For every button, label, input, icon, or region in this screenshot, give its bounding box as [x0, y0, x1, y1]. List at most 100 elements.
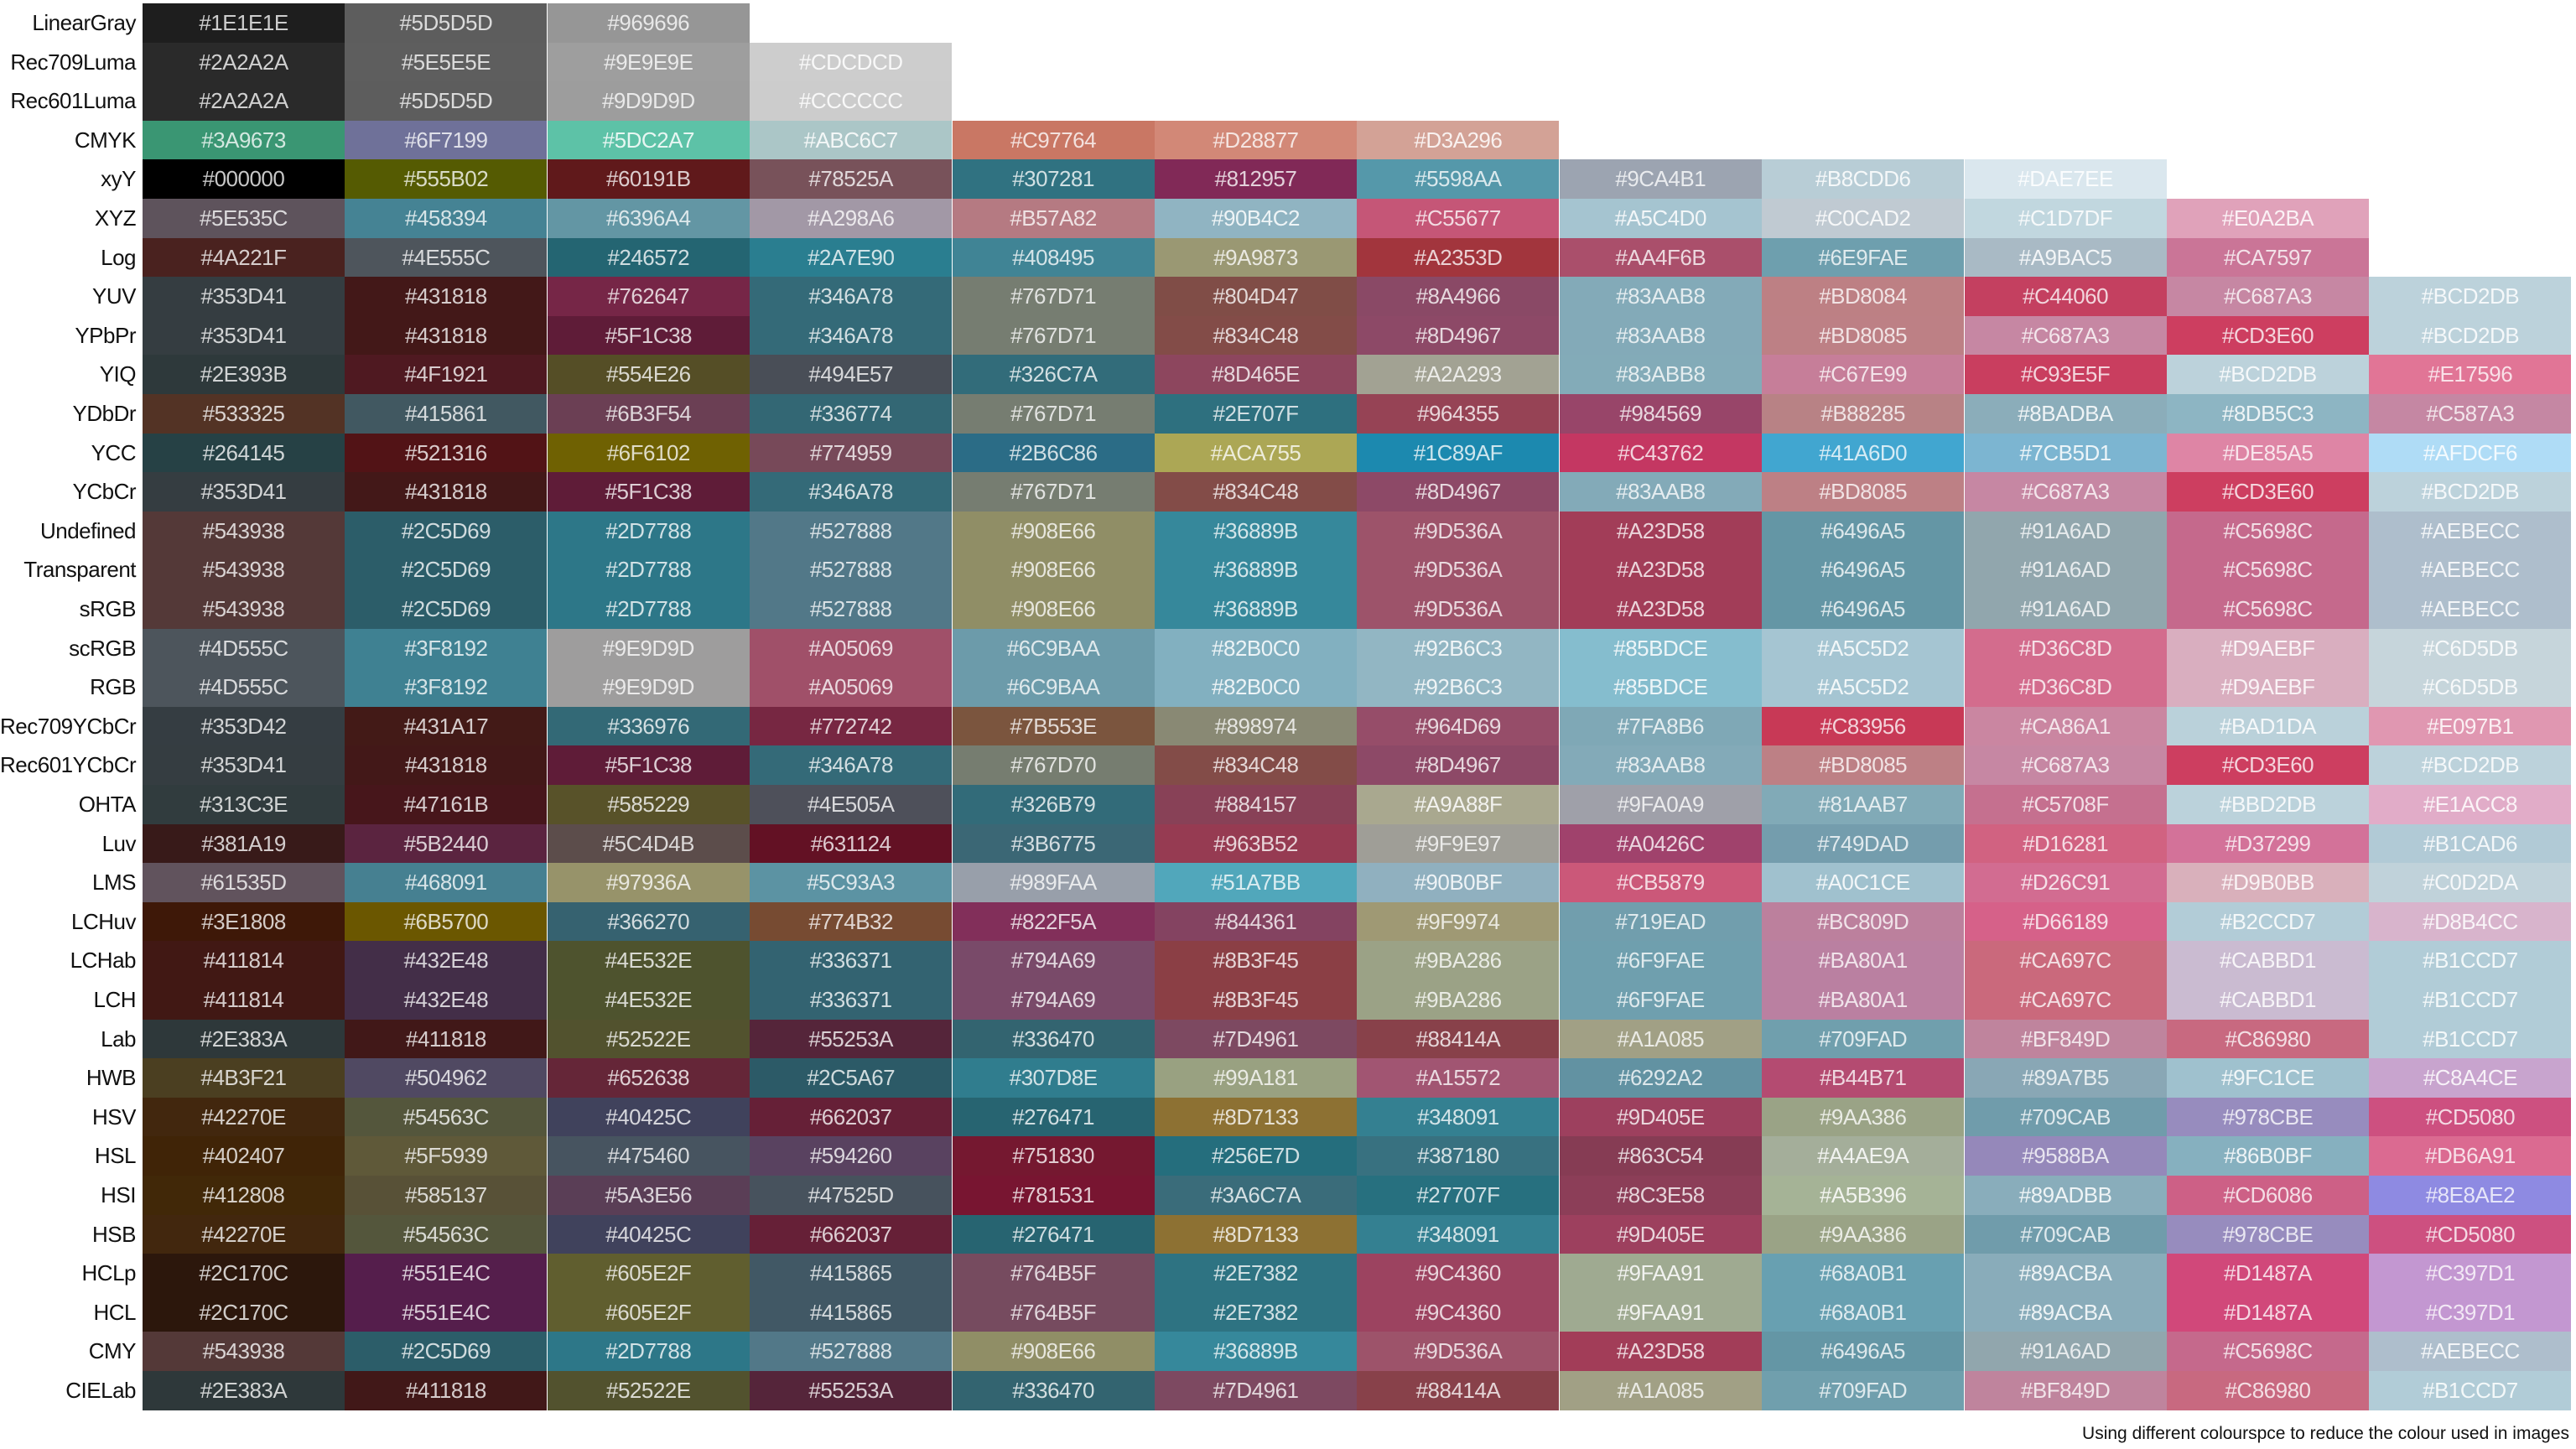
color-swatch: #767D71	[952, 277, 1155, 317]
color-swatch: #3E1808	[143, 901, 345, 942]
color-swatch: #D1487A	[2167, 1292, 2369, 1332]
color-swatch: #27707F	[1357, 1176, 1560, 1215]
color-swatch: #CA697C	[1964, 941, 2167, 981]
color-swatch: #E1ACC8	[2369, 785, 2572, 824]
color-swatch: #8C3E58	[1559, 1176, 1762, 1215]
color-swatch: #709CAB	[1964, 1214, 2167, 1254]
color-swatch: #431818	[345, 277, 548, 317]
color-swatch: #402407	[143, 1136, 345, 1176]
color-swatch: #5F1C38	[547, 315, 750, 356]
color-swatch: #BCD2DB	[2369, 472, 2572, 512]
color-swatch: #527888	[750, 589, 953, 629]
color-swatch: #36889B	[1155, 511, 1357, 551]
color-swatch: #863C54	[1559, 1136, 1762, 1176]
color-swatch: #504962	[345, 1058, 548, 1098]
color-swatch: #91A6AD	[1964, 589, 2167, 629]
color-swatch: #C44060	[1964, 277, 2167, 317]
color-swatch: #8D465E	[1155, 355, 1357, 395]
color-swatch: #9E9D9D	[547, 628, 750, 668]
color-swatch: #85BDCE	[1559, 667, 1762, 708]
color-swatch: #2D7788	[547, 1332, 750, 1372]
color-swatch: #313C3E	[143, 785, 345, 824]
color-swatch: #964355	[1357, 394, 1560, 434]
color-swatch: #978CBE	[2167, 1097, 2369, 1137]
color-swatch: #BD8085	[1762, 315, 1965, 356]
color-swatch: #6C9BAA	[952, 667, 1155, 708]
color-swatch: #52522E	[547, 1019, 750, 1059]
color-swatch: #9D405E	[1559, 1214, 1762, 1254]
color-swatch: #353D41	[143, 315, 345, 356]
color-swatch: #6292A2	[1559, 1058, 1762, 1098]
color-swatch: #DAE7EE	[1964, 159, 2167, 200]
color-swatch: #9D536A	[1357, 550, 1560, 590]
color-swatch: #D3A296	[1357, 120, 1560, 160]
colorspace-label: OHTA	[78, 792, 137, 817]
color-swatch: #709CAB	[1964, 1097, 2167, 1137]
color-swatch: #88414A	[1357, 1019, 1560, 1059]
color-swatch: #BAD1DA	[2167, 706, 2369, 746]
color-swatch: #8BADBA	[1964, 394, 2167, 434]
color-swatch: #61535D	[143, 863, 345, 903]
color-swatch: #B1CCD7	[2369, 1371, 2572, 1410]
color-swatch: #9E9D9D	[547, 667, 750, 708]
color-swatch: #A0C1CE	[1762, 863, 1965, 903]
color-swatch: #A15572	[1357, 1058, 1560, 1098]
color-swatch: #2C5D69	[345, 1332, 548, 1372]
color-swatch: #543938	[143, 1332, 345, 1372]
color-swatch: #86B0BF	[2167, 1136, 2369, 1176]
color-swatch: #432E48	[345, 941, 548, 981]
colorspace-label: YIQ	[99, 361, 137, 387]
color-swatch: #4B3F21	[143, 1058, 345, 1098]
color-swatch: #A9A88F	[1357, 785, 1560, 824]
color-swatch: #594260	[750, 1136, 953, 1176]
color-swatch: #D26C91	[1964, 863, 2167, 903]
color-swatch: #2E383A	[143, 1371, 345, 1410]
color-swatch: #A23D58	[1559, 1332, 1762, 1372]
color-swatch: #2B6C86	[952, 433, 1155, 473]
color-swatch: #83AAB8	[1559, 745, 1762, 786]
color-swatch: #2C5D69	[345, 589, 548, 629]
color-swatch: #884157	[1155, 785, 1357, 824]
color-swatch: #5F1C38	[547, 745, 750, 786]
color-swatch: #B2CCD7	[2167, 901, 2369, 942]
color-swatch: #964D69	[1357, 706, 1560, 746]
color-swatch: #A23D58	[1559, 511, 1762, 551]
color-swatch: #CA7597	[2167, 237, 2369, 278]
colorspace-label: LCHab	[70, 948, 137, 974]
color-swatch: #774B32	[750, 901, 953, 942]
color-swatch: #5DC2A7	[547, 120, 750, 160]
colorspace-label: HSB	[92, 1221, 136, 1247]
color-swatch: #348091	[1357, 1214, 1560, 1254]
color-swatch: #A2353D	[1357, 237, 1560, 278]
color-swatch: #412808	[143, 1176, 345, 1215]
color-swatch: #36889B	[1155, 589, 1357, 629]
color-swatch: #527888	[750, 550, 953, 590]
color-swatch: #781531	[952, 1176, 1155, 1215]
color-swatch: #764B5F	[952, 1292, 1155, 1332]
color-swatch: #51A7BB	[1155, 863, 1357, 903]
color-swatch: #D9AEBF	[2167, 628, 2369, 668]
color-swatch: #AEBECC	[2369, 511, 2572, 551]
color-swatch: #A23D58	[1559, 589, 1762, 629]
color-swatch: #DE85A5	[2167, 433, 2369, 473]
color-swatch: #984569	[1559, 394, 1762, 434]
color-swatch: #B1CCD7	[2369, 941, 2572, 981]
color-swatch: #411814	[143, 980, 345, 1020]
color-swatch: #353D42	[143, 706, 345, 746]
color-swatch: #555B02	[345, 159, 548, 200]
color-swatch: #458394	[345, 199, 548, 238]
color-swatch: #7FA8B6	[1559, 706, 1762, 746]
color-swatch: #9D536A	[1357, 1332, 1560, 1372]
color-swatch: #2E707F	[1155, 394, 1357, 434]
color-swatch: #BA80A1	[1762, 941, 1965, 981]
color-swatch: #336371	[750, 941, 953, 981]
color-swatch: #8B3F45	[1155, 980, 1357, 1020]
color-swatch: #431818	[345, 472, 548, 512]
color-swatch: #CCCCCC	[750, 81, 953, 122]
color-swatch: #BBD2DB	[2167, 785, 2369, 824]
color-swatch: #767D71	[952, 472, 1155, 512]
color-swatch: #8D7133	[1155, 1214, 1357, 1254]
color-swatch: #CA86A1	[1964, 706, 2167, 746]
color-swatch: #99A181	[1155, 1058, 1357, 1098]
color-swatch: #719EAD	[1559, 901, 1762, 942]
